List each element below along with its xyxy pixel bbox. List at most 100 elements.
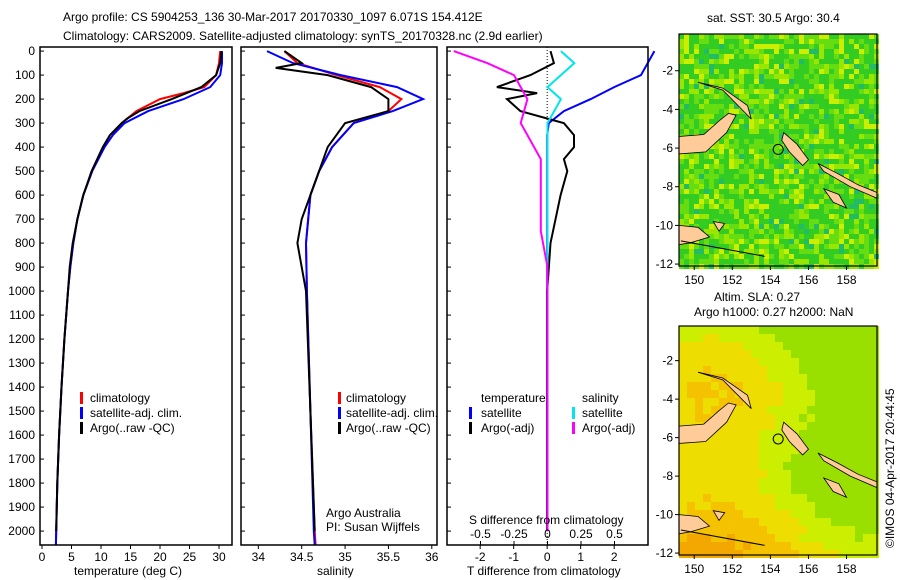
map-cell: [754, 184, 759, 189]
map-cell: [791, 462, 799, 470]
map-cell: [679, 79, 684, 84]
map-cell: [799, 229, 804, 234]
map-cell: [704, 44, 709, 49]
map-cell: [759, 259, 764, 264]
map-cell: [767, 398, 775, 406]
map-cell: [869, 169, 874, 174]
map-cell: [744, 194, 749, 199]
map-cell: [824, 69, 829, 74]
map-cell: [684, 74, 689, 79]
map-cell: [799, 214, 804, 219]
map-cell: [789, 199, 794, 204]
map-cell: [743, 486, 751, 494]
map-cell: [729, 224, 734, 229]
map-cell: [739, 109, 744, 114]
map-cell: [804, 34, 809, 39]
map-cell: [819, 254, 824, 259]
map-cell: [814, 249, 819, 254]
map-cell: [727, 334, 735, 342]
map-cell: [783, 526, 791, 534]
map-cell: [794, 64, 799, 69]
map-cell: [759, 59, 764, 64]
map-cell: [729, 64, 734, 69]
map-cell: [831, 550, 839, 558]
map-cell: [847, 366, 855, 374]
map-cell: [799, 422, 807, 430]
map-cell: [829, 119, 834, 124]
map-cell: [823, 526, 831, 534]
map-cell: [859, 54, 864, 59]
map-cell: [764, 134, 769, 139]
map-cell: [871, 510, 879, 518]
y-tick-label: 900: [15, 260, 35, 274]
map-cell: [679, 542, 687, 550]
map-cell: [769, 104, 774, 109]
map-cell: [749, 49, 754, 54]
map-cell: [759, 34, 764, 39]
map-cell: [751, 510, 759, 518]
map-cell: [823, 438, 831, 446]
map-cell: [759, 189, 764, 194]
map-cell: [695, 526, 703, 534]
map-cell: [749, 164, 754, 169]
map-cell: [869, 129, 874, 134]
map-cell: [694, 164, 699, 169]
sst-map-title: sat. SST: 30.5 Argo: 30.4: [707, 11, 840, 25]
map-cell: [679, 219, 684, 224]
map-cell: [774, 79, 779, 84]
map-cell: [823, 462, 831, 470]
map-cell: [689, 74, 694, 79]
map-cell: [794, 169, 799, 174]
map-cell: [749, 194, 754, 199]
map-cell: [784, 34, 789, 39]
map-cell: [839, 422, 847, 430]
map-cell: [783, 534, 791, 542]
map-cell: [754, 179, 759, 184]
map-cell: [784, 189, 789, 194]
map-cell: [767, 510, 775, 518]
map-cell: [823, 430, 831, 438]
map-cell: [864, 109, 869, 114]
map-cell: [687, 350, 695, 358]
map-cell: [769, 89, 774, 94]
map-cell: [824, 249, 829, 254]
map-cell: [794, 104, 799, 109]
map-frame: [678, 325, 878, 556]
map-cell: [779, 54, 784, 59]
map-cell: [855, 470, 863, 478]
map-cell: [815, 390, 823, 398]
map-cell: [789, 214, 794, 219]
map-cell: [759, 159, 764, 164]
map-cell: [689, 154, 694, 159]
map-cell: [829, 154, 834, 159]
map-cell: [854, 159, 859, 164]
map-cell: [704, 34, 709, 39]
map-cell: [779, 249, 784, 254]
map-cell: [834, 234, 839, 239]
map-cell: [774, 174, 779, 179]
map-cell: [829, 199, 834, 204]
map-cell: [689, 124, 694, 129]
map-cell: [783, 414, 791, 422]
map-cell: [769, 154, 774, 159]
y-tick-label: 0: [28, 44, 35, 58]
map-cell: [729, 209, 734, 214]
map-cell: [871, 470, 879, 478]
map-cell: [791, 454, 799, 462]
map-cell: [799, 59, 804, 64]
map-cell: [774, 209, 779, 214]
map-cell: [815, 550, 823, 558]
map-cell: [819, 119, 824, 124]
map-cell: [711, 390, 719, 398]
map-cell: [695, 494, 703, 502]
series-t-argo-adj-: [496, 50, 575, 532]
map-cell: [863, 462, 871, 470]
legend-swatch-climatology: [80, 392, 83, 404]
map-cell: [783, 398, 791, 406]
map-cell: [794, 229, 799, 234]
map-cell: [679, 398, 687, 406]
lon-tick-label: 152: [722, 562, 742, 576]
map-cell: [764, 39, 769, 44]
map-cell: [839, 129, 844, 134]
map-cell: [831, 350, 839, 358]
